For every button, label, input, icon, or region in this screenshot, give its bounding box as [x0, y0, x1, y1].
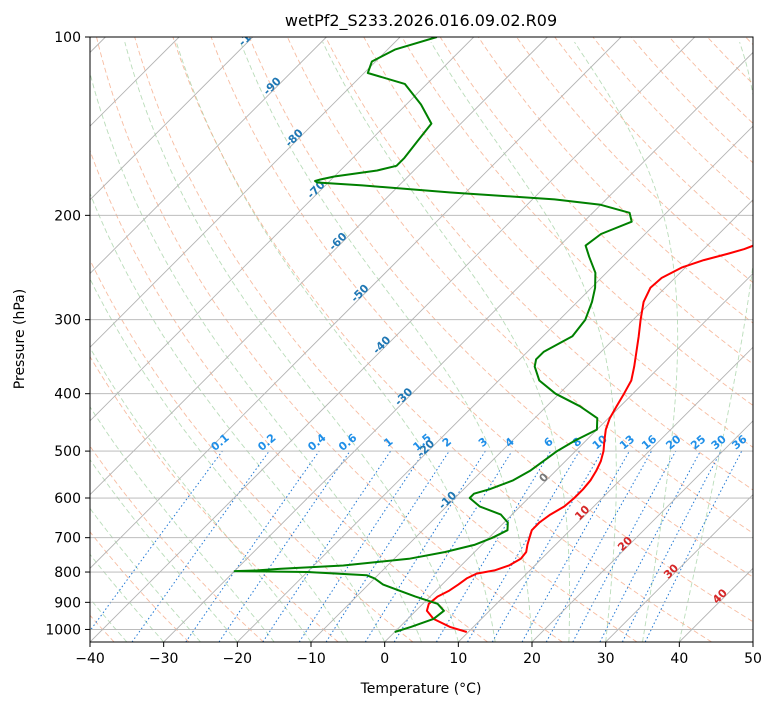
mixing-ratio-line [572, 450, 677, 642]
x-tick-label: 10 [449, 651, 467, 667]
mixing-ratio-line [491, 450, 603, 642]
y-tick-label: 300 [54, 313, 81, 329]
moist-adiabat-line [678, 41, 753, 642]
isotherm-line [458, 346, 753, 642]
moist-adiabat-line [240, 41, 533, 642]
x-tick-label: −30 [149, 651, 179, 667]
dry-adiabat-line [325, 37, 753, 491]
dry-adiabat-line [90, 259, 414, 642]
x-tick-label: −20 [223, 651, 253, 667]
dry-adiabat-line [516, 37, 753, 284]
dry-adiabat-line [363, 37, 753, 448]
y-tick-label: 700 [54, 531, 81, 547]
isotherm-line [90, 37, 254, 201]
isotherm-line [310, 199, 753, 642]
isotherm-line [90, 37, 696, 642]
series-layer [233, 37, 753, 633]
mixing-ratio-line [325, 450, 450, 642]
x-tick-label: −40 [75, 651, 105, 667]
y-tick-label: 900 [54, 595, 81, 611]
y-tick-label: 1000 [45, 622, 81, 638]
x-tick-label: 20 [523, 651, 541, 667]
y-tick-label: 800 [54, 565, 81, 581]
y-tick-label: 500 [54, 444, 81, 460]
moist-adiabat-line [90, 598, 128, 642]
isotherm-line [90, 37, 548, 496]
dry-adiabat-line [592, 37, 753, 203]
moist-adiabat-line [175, 41, 496, 642]
isotherm-line [90, 37, 622, 569]
x-tick-label: 40 [670, 651, 688, 667]
dry-adiabat-line [439, 37, 753, 365]
x-axis: −40 −30 −20 −10 0 10 20 30 40 50 [75, 642, 762, 667]
moist-adiabats [90, 41, 753, 642]
dry-adiabat-line [401, 37, 753, 407]
x-tick-label: −10 [296, 651, 326, 667]
dry-adiabat-line [90, 149, 488, 642]
mixing-ratio-line [364, 450, 486, 642]
x-tick-label: 0 [380, 651, 389, 667]
dry-adiabat-line [172, 37, 712, 642]
y-axis: 100 200 300 400 500 600 700 800 900 1000 [45, 30, 90, 638]
dry-adiabat-line [96, 37, 563, 642]
isotherm-line [90, 37, 475, 422]
mixing-ratio-line [521, 450, 630, 642]
isotherm-line [237, 125, 753, 642]
isotherm-line [90, 37, 401, 348]
isotherm-line [605, 493, 753, 642]
y-tick-label: 100 [54, 30, 81, 46]
isotherm-line [163, 51, 753, 642]
dewpoint-profile-line [233, 37, 633, 633]
chart-title: wetPf2_S233.2026.016.09.02.R09 [285, 11, 557, 31]
moist-adiabat-line [90, 71, 422, 642]
mixing-ratio-line [90, 450, 223, 632]
y-axis-label: Pressure (hPa) [12, 289, 28, 389]
moist-adiabat-line [322, 41, 571, 642]
y-tick-label: 400 [54, 387, 81, 403]
mixing-ratio-line [131, 450, 270, 642]
isotherm-value-label: -100 [236, 20, 265, 49]
moist-adiabat-line [574, 41, 679, 642]
dry-adiabat-line [286, 37, 753, 534]
dry-adiabat-line [90, 531, 190, 642]
dry-adiabat-line [477, 37, 753, 324]
isobar-grid [90, 37, 753, 630]
moist-adiabat-line [430, 41, 617, 642]
x-tick-label: 30 [597, 651, 615, 667]
plot-area: 0.10.20.40.611.52346810131620253036-100-… [90, 20, 753, 642]
x-axis-label: Temperature (°C) [360, 681, 482, 697]
moist-adiabat-line [124, 41, 459, 642]
dry-adiabat-line [90, 355, 339, 642]
mixing-ratio-line [435, 450, 552, 642]
dry-adiabats [90, 37, 753, 642]
isotherm-line [531, 420, 753, 642]
mixing-ratio-line [393, 450, 513, 642]
isotherm-line [90, 37, 327, 275]
isotherm-grid [90, 37, 753, 642]
mixing-ratio-lines [90, 450, 743, 642]
moist-adiabat-line [90, 192, 386, 642]
mixing-ratio-line [185, 450, 320, 642]
x-tick-label: 50 [744, 651, 762, 667]
mixing-ratio-line [218, 450, 351, 642]
plot-frame [89, 36, 754, 643]
y-tick-label: 200 [54, 208, 81, 224]
moist-adiabat-line [90, 406, 275, 642]
mixing-ratio-line [467, 450, 580, 642]
moist-adiabat-line [90, 277, 349, 642]
y-tick-label: 600 [54, 491, 81, 507]
temperature-profile-line [425, 244, 753, 633]
dry-adiabat-line [134, 37, 638, 642]
dry-adiabat-line [210, 37, 753, 623]
